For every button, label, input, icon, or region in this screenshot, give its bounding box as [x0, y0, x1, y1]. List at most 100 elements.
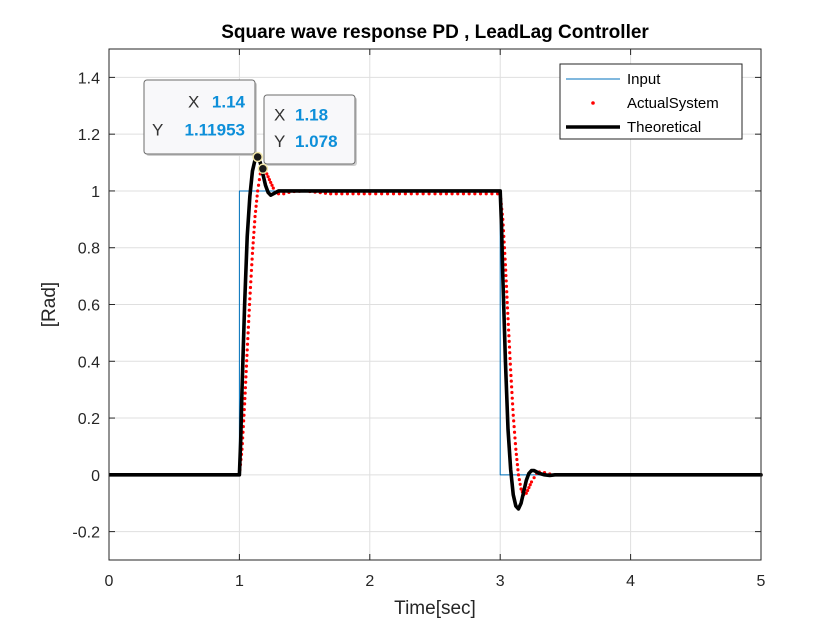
series-actualsystem-point: [269, 180, 273, 185]
series-actualsystem-point: [510, 385, 514, 389]
series-actualsystem-point: [415, 192, 419, 196]
series-actualsystem-point: [450, 192, 454, 196]
series-actualsystem-point: [245, 353, 249, 357]
series-actualsystem-point: [249, 274, 253, 278]
series-actualsystem-point: [507, 339, 511, 344]
x-tick-label: 2: [365, 573, 374, 590]
series-actualsystem-point: [505, 295, 509, 299]
series-actualsystem-point: [507, 334, 511, 338]
datatip-marker[interactable]: [257, 163, 269, 175]
series-actualsystem-point: [244, 380, 248, 384]
series-actualsystem-point: [265, 172, 269, 176]
series-actualsystem-point: [505, 300, 509, 305]
series-actualsystem-point: [249, 280, 253, 284]
series-actualsystem-point: [255, 199, 259, 203]
series-actualsystem-point: [503, 263, 508, 267]
x-tick-label: 1: [235, 573, 244, 590]
series-actualsystem-point: [256, 183, 261, 187]
series-actualsystem-point: [505, 306, 510, 310]
series-actualsystem-point: [484, 192, 488, 196]
y-tick-label: 0: [91, 468, 100, 485]
series-actualsystem-point: [246, 325, 250, 329]
series-actualsystem-point: [250, 263, 254, 267]
datatip-marker[interactable]: [252, 151, 263, 163]
series-actualsystem-point: [329, 192, 333, 196]
series-actualsystem-point: [246, 331, 250, 335]
series-actualsystem-point: [244, 369, 248, 374]
series-actualsystem-point: [243, 386, 247, 390]
series-actualsystem-point: [511, 407, 515, 412]
series-actualsystem-point: [351, 192, 355, 196]
series-actualsystem-point: [508, 362, 512, 366]
series-actualsystem-point: [256, 189, 260, 193]
y-tick-label: 0.6: [78, 298, 100, 315]
series-actualsystem-point: [253, 209, 258, 213]
series-actualsystem-point: [334, 192, 338, 196]
series-actualsystem-point: [427, 192, 431, 196]
series-actualsystem-point: [345, 192, 350, 196]
series-actualsystem-point: [512, 430, 517, 434]
series-actualsystem-point: [244, 375, 248, 379]
series-actualsystem-point: [507, 328, 511, 332]
series-actualsystem-point: [527, 486, 531, 490]
y-tick-label: 1: [91, 184, 100, 201]
series-actualsystem-point: [504, 273, 508, 278]
x-tick-label: 3: [496, 573, 505, 590]
series-actualsystem-point: [245, 359, 249, 363]
plot-frame: [108, 48, 762, 561]
series-actualsystem-point: [248, 297, 252, 301]
legend-label-input: Input: [627, 71, 661, 88]
series-actualsystem-point: [271, 186, 275, 190]
datatip-layer: X 1.14 Y 1.11953 X 1.18 Y 1.078: [143, 79, 357, 175]
series-actualsystem-point: [516, 473, 521, 477]
series-actualsystem-point: [512, 419, 516, 423]
series-actualsystem-point: [340, 192, 344, 196]
series-actualsystem-point: [244, 364, 249, 368]
series-actualsystem-point: [251, 241, 255, 245]
datatip[interactable]: X 1.18 Y 1.078: [257, 94, 357, 175]
series-actualsystem-point: [246, 336, 250, 341]
series-actualsystem-point: [513, 442, 518, 446]
series-actualsystem-point: [243, 391, 247, 395]
chart-title: Square wave response PD , LeadLag Contro…: [221, 22, 649, 43]
series-actualsystem-point: [380, 192, 384, 196]
series-actualsystem-point: [250, 257, 254, 261]
x-axis-title: Time[sec]: [394, 598, 476, 619]
series-actualsystem-point: [517, 477, 521, 482]
series-actualsystem-point: [490, 192, 494, 196]
series-actualsystem-point: [243, 402, 247, 406]
series-actualsystem-point: [247, 314, 251, 318]
series-actualsystem-point: [508, 356, 512, 361]
series-actualsystem-point: [397, 192, 402, 196]
series-actualsystem-point: [525, 488, 530, 493]
series-actualsystem-point: [247, 319, 251, 324]
series-actualsystem-point: [267, 177, 271, 182]
series-actualsystem-point: [518, 482, 522, 486]
y-axis-title: [Rad]: [39, 282, 60, 327]
series-actualsystem-point: [510, 390, 514, 395]
series-actualsystem-point: [248, 285, 253, 290]
series-actualsystem-point: [473, 192, 477, 196]
y-tick-label: 0.2: [78, 411, 100, 428]
y-tick-label: 0.8: [78, 241, 100, 258]
series-actualsystem-point: [374, 192, 378, 196]
datatip[interactable]: X 1.14 Y 1.11953: [143, 79, 263, 163]
series-actualsystem-point: [513, 436, 517, 440]
series-actualsystem-point: [504, 268, 508, 272]
datatip-x-key: X: [188, 92, 199, 111]
y-tick-label: 1.4: [78, 70, 100, 87]
datatip-box: [263, 94, 356, 165]
series-actualsystem-point: [282, 192, 286, 196]
y-tick-label: 0.4: [78, 354, 100, 371]
series-actualsystem-point: [255, 194, 259, 198]
series-actualsystem-point: [512, 424, 516, 429]
series-actualsystem-point: [528, 483, 532, 487]
datatip-box: [143, 79, 256, 155]
series-actualsystem-point: [509, 373, 513, 378]
series-actualsystem-point: [516, 468, 520, 472]
series-actualsystem-point: [242, 407, 246, 412]
series-actualsystem-point: [506, 317, 510, 321]
series-actualsystem-point: [391, 192, 396, 196]
legend[interactable]: Input ActualSystem Theoretical: [559, 63, 743, 140]
series-actualsystem-point: [509, 379, 513, 383]
